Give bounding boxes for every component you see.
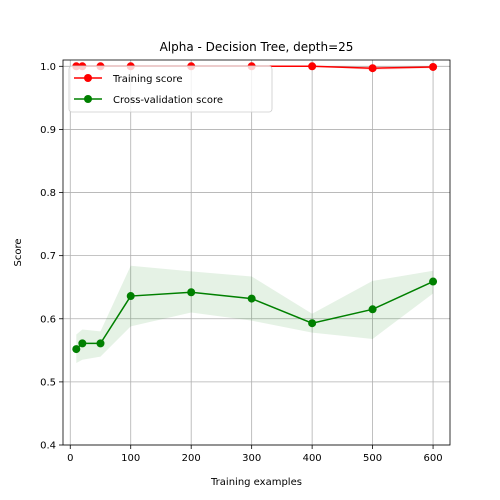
legend: Training score Cross-validation score <box>68 65 273 113</box>
x-tick-label: 600 <box>424 453 443 464</box>
plot-frame <box>62 59 451 446</box>
cv-score-point <box>308 319 317 328</box>
cv-score-point <box>72 345 81 354</box>
x-axis-label: Training examples <box>210 477 302 488</box>
chart-title: Alpha - Decision Tree, depth=25 <box>160 40 354 54</box>
cv-score-point <box>96 339 105 348</box>
cv-score-point <box>126 292 135 301</box>
x-tick-label: 0 <box>67 453 73 464</box>
y-tick-label: 0.6 <box>40 314 56 325</box>
legend-cv-label: Cross-validation score <box>113 95 223 106</box>
y-tick-label: 1.0 <box>40 62 56 73</box>
training-score-point <box>429 62 438 71</box>
cv-score-point <box>187 288 196 297</box>
legend-training-marker <box>84 74 92 82</box>
legend-box <box>68 65 273 113</box>
cv-score-point <box>78 339 87 348</box>
x-tick-label: 500 <box>363 453 382 464</box>
x-tick-label: 200 <box>182 453 201 464</box>
cv-score-point <box>429 277 438 286</box>
y-tick-label: 0.5 <box>40 377 56 388</box>
y-axis-label: Score <box>13 238 24 266</box>
cv-score-point <box>247 294 256 303</box>
legend-cv-marker <box>84 95 92 103</box>
x-tick-label: 400 <box>303 453 322 464</box>
y-tick-label: 0.9 <box>40 125 56 136</box>
y-tick-label: 0.8 <box>40 188 56 199</box>
x-tick-label: 300 <box>242 453 261 464</box>
x-tick-label: 100 <box>121 453 140 464</box>
cv-score-point <box>368 305 377 314</box>
y-tick-label: 0.7 <box>40 251 56 262</box>
axis-ticks: 0 100 200 300 400 500 600 0.4 0.5 0.6 0.7 0.8 0.9 1.0 <box>40 62 443 464</box>
training-score-point <box>308 62 317 71</box>
legend-training-label: Training score <box>112 74 183 85</box>
training-score-point <box>368 64 377 73</box>
y-tick-label: 0.4 <box>40 441 56 452</box>
cv-confidence-band <box>76 265 434 363</box>
